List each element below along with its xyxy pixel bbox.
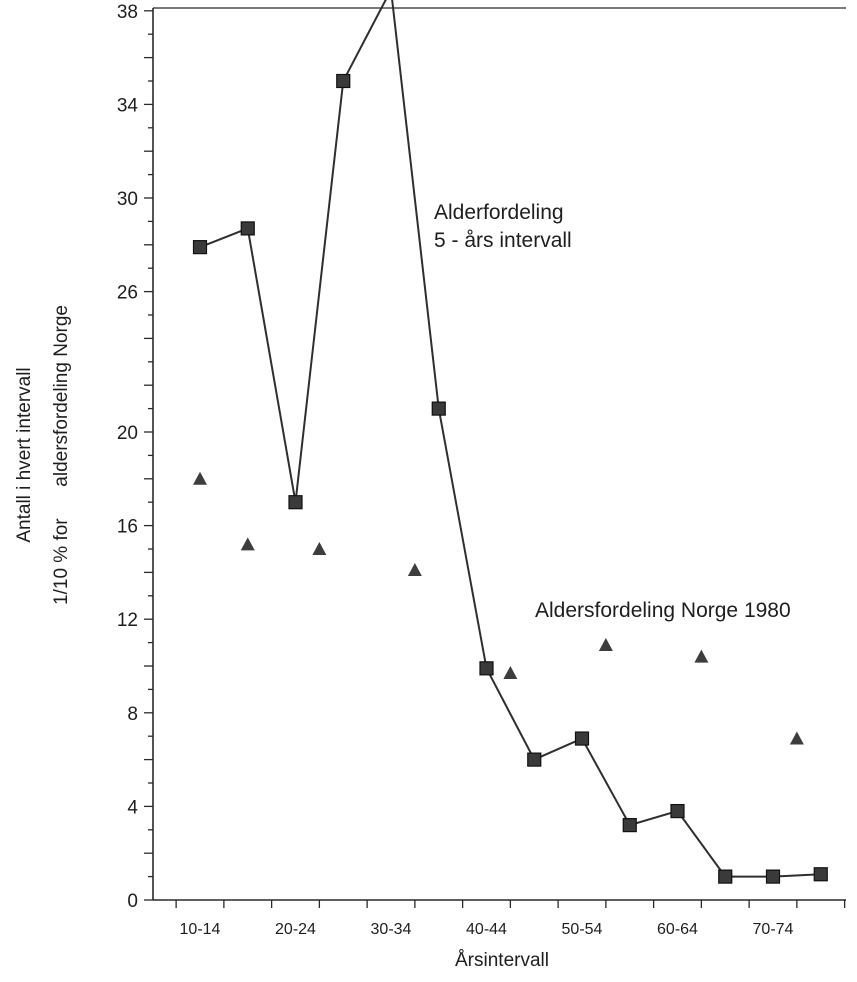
x-tick-label: 70-74 (753, 921, 794, 938)
data-point-square (813, 867, 828, 882)
data-point-triangle (503, 666, 518, 680)
x-tick-label: 40-44 (466, 921, 507, 938)
annotation-alderfordeling-line1: Alderfordeling (434, 201, 564, 224)
y-tick-label: 34 (117, 95, 139, 116)
y-tick-label: 26 (117, 283, 138, 304)
data-point-square (192, 240, 208, 255)
x-tick-label: 10-14 (180, 921, 221, 938)
data-point-square (336, 73, 351, 89)
data-point-square (574, 731, 590, 746)
y-axis-title-line1: Antall i hvert intervall (14, 367, 35, 542)
y-tick-label: 38 (117, 2, 138, 23)
y-tick-label: 4 (127, 797, 138, 818)
data-point-triangle (193, 471, 207, 485)
y-tick-label: 16 (117, 517, 138, 538)
data-point-square (479, 661, 494, 676)
data-point-triangle (598, 637, 613, 651)
data-point-triangle (407, 563, 422, 577)
y-axis-title-line2: 1/10 % for aldersfordeling Norge (51, 305, 72, 605)
data-point-square (718, 869, 733, 884)
data-point-square (765, 869, 781, 884)
x-tick-label: 60-64 (657, 921, 698, 938)
data-point-square (670, 803, 685, 819)
series-line-0 (199, 0, 821, 878)
data-point-square (240, 221, 255, 236)
x-tick-label: 20-24 (275, 921, 316, 938)
x-tick-label: 30-34 (371, 921, 412, 938)
x-ticks: 10-14 20-24 30-34 40-44 50-54 60-64 70-74 (175, 900, 846, 938)
y-tick-label: 20 (117, 423, 138, 444)
y-tick-label: 8 (127, 704, 138, 725)
y-tick-label: 30 (117, 189, 138, 210)
y-ticks: 0 4 8 12 16 20 26 30 34 38 (117, 2, 153, 912)
data-point-square (527, 752, 542, 767)
x-axis-title: Årsintervall (455, 950, 549, 971)
data-point-triangle (694, 649, 709, 663)
y-tick-label: 12 (117, 610, 138, 631)
annotation-alderfordeling-line2: 5 - års intervall (434, 229, 572, 252)
data-point-square (288, 495, 303, 510)
data-point-triangle (240, 537, 255, 551)
data-point-square (622, 818, 637, 833)
y-tick-label: 0 (127, 891, 138, 912)
data-point-square (431, 401, 446, 416)
data-point-triangle (789, 731, 804, 745)
data-point-triangle (312, 542, 327, 555)
x-tick-label: 50-54 (562, 921, 603, 938)
series-group (192, 0, 828, 884)
annotation-norge-1980: Aldersfordeling Norge 1980 (535, 599, 791, 622)
